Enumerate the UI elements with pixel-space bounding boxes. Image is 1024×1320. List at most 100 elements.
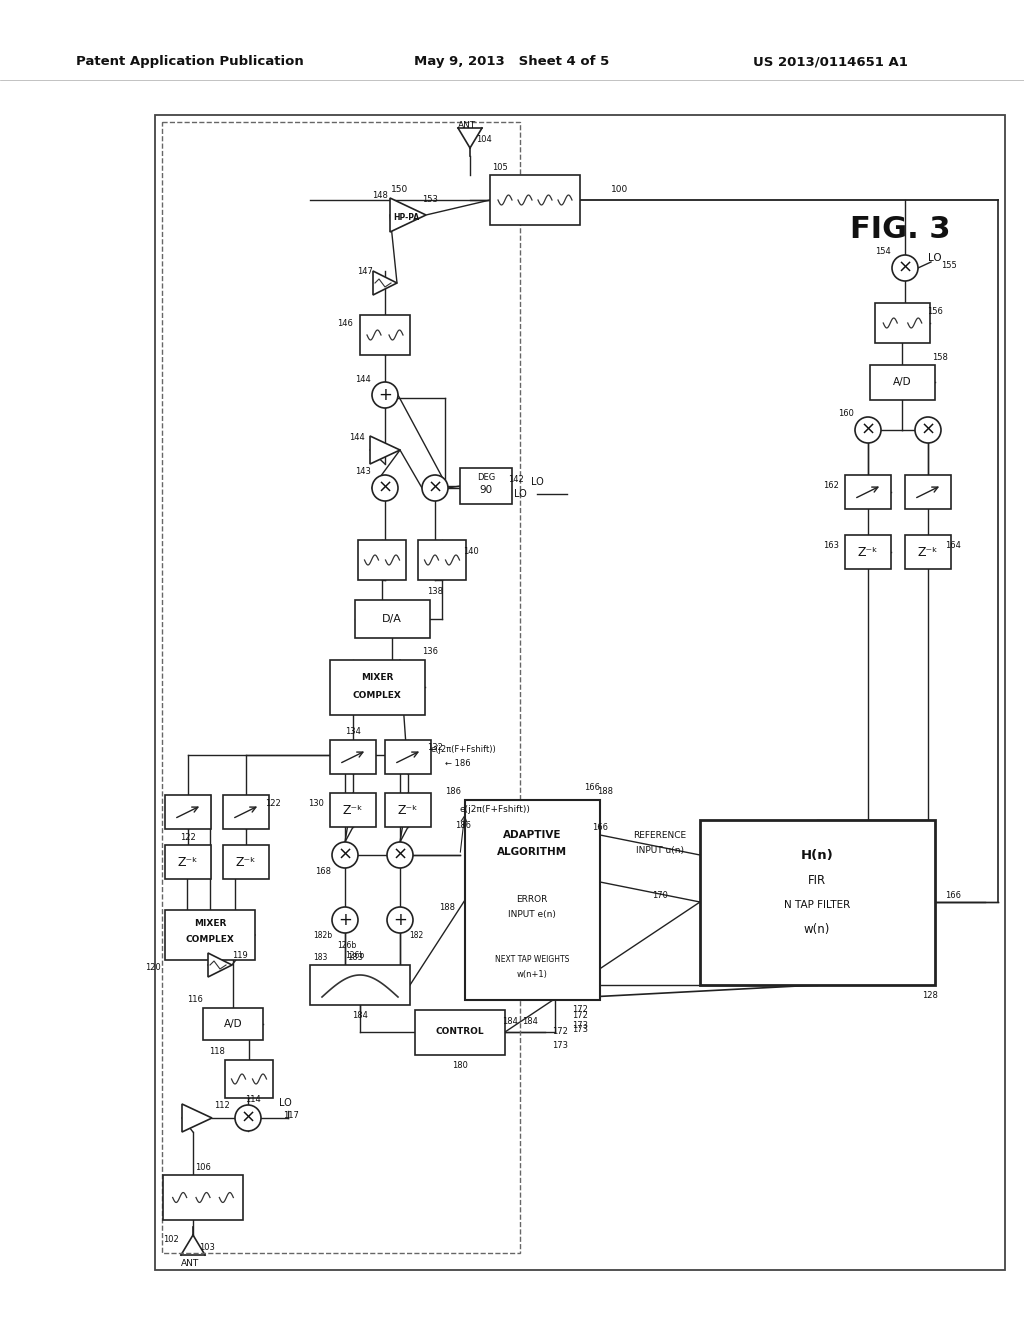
Text: 144: 144 <box>355 375 371 384</box>
Text: A/D: A/D <box>893 378 911 387</box>
Text: ALGORITHM: ALGORITHM <box>497 847 567 857</box>
FancyBboxPatch shape <box>310 965 410 1005</box>
Text: ANT: ANT <box>458 121 476 131</box>
Text: 138: 138 <box>427 587 443 597</box>
Text: 163: 163 <box>823 540 839 549</box>
FancyBboxPatch shape <box>165 909 255 960</box>
Text: H(n): H(n) <box>801 849 834 862</box>
Text: NEXT TAP WEIGHTS: NEXT TAP WEIGHTS <box>495 956 569 965</box>
Text: 126b: 126b <box>337 940 356 949</box>
FancyBboxPatch shape <box>203 1008 263 1040</box>
FancyBboxPatch shape <box>358 540 406 579</box>
Circle shape <box>372 475 398 502</box>
Text: 144: 144 <box>349 433 365 442</box>
Circle shape <box>332 907 358 933</box>
Text: DEG: DEG <box>477 474 496 483</box>
FancyBboxPatch shape <box>330 741 376 774</box>
FancyBboxPatch shape <box>845 535 891 569</box>
Text: 130: 130 <box>308 799 324 808</box>
Text: Z⁻ᵏ: Z⁻ᵏ <box>858 545 879 558</box>
FancyBboxPatch shape <box>385 793 431 828</box>
Text: 186: 186 <box>445 788 461 796</box>
Circle shape <box>372 381 398 408</box>
Polygon shape <box>390 198 426 232</box>
Text: Z⁻ᵏ: Z⁻ᵏ <box>918 545 938 558</box>
Text: 104: 104 <box>476 136 492 144</box>
Text: 132: 132 <box>427 743 443 752</box>
Text: 90: 90 <box>479 484 493 495</box>
Text: 143: 143 <box>355 467 371 477</box>
Text: 180: 180 <box>452 1060 468 1069</box>
Text: 166: 166 <box>592 824 608 833</box>
Circle shape <box>915 417 941 444</box>
Text: D/A: D/A <box>382 614 402 624</box>
Text: 172: 172 <box>572 1006 588 1015</box>
Text: Z⁻ᵏ: Z⁻ᵏ <box>343 804 364 817</box>
FancyBboxPatch shape <box>700 820 935 985</box>
FancyBboxPatch shape <box>415 1010 505 1055</box>
Text: May 9, 2013   Sheet 4 of 5: May 9, 2013 Sheet 4 of 5 <box>415 55 609 69</box>
Text: 172: 172 <box>552 1027 568 1036</box>
Text: FIR: FIR <box>808 874 826 887</box>
Text: 188: 188 <box>597 788 613 796</box>
FancyBboxPatch shape <box>165 795 211 829</box>
Text: US 2013/0114651 A1: US 2013/0114651 A1 <box>753 55 907 69</box>
Text: 166: 166 <box>584 784 600 792</box>
Text: 112: 112 <box>214 1101 229 1110</box>
Text: 183: 183 <box>312 953 328 962</box>
Text: 117: 117 <box>283 1111 299 1121</box>
Text: 182: 182 <box>409 932 423 940</box>
Text: MIXER: MIXER <box>360 673 393 682</box>
Text: 136: 136 <box>422 648 438 656</box>
FancyBboxPatch shape <box>870 366 935 400</box>
Text: +: + <box>393 911 407 929</box>
Text: 140: 140 <box>463 548 479 557</box>
Circle shape <box>234 1105 261 1131</box>
Text: ×: × <box>427 479 442 498</box>
Text: LO: LO <box>514 488 526 499</box>
Text: 184: 184 <box>352 1011 368 1019</box>
FancyBboxPatch shape <box>330 660 425 715</box>
FancyBboxPatch shape <box>845 475 891 510</box>
Text: 166: 166 <box>945 891 961 899</box>
Text: 173: 173 <box>572 1026 588 1035</box>
Text: 150: 150 <box>391 186 409 194</box>
Text: 126b: 126b <box>345 950 365 960</box>
Text: CONTROL: CONTROL <box>435 1027 484 1036</box>
Text: A/D: A/D <box>223 1019 243 1030</box>
Text: 155: 155 <box>941 261 956 271</box>
Text: 160: 160 <box>838 409 854 418</box>
Circle shape <box>422 475 449 502</box>
Text: INPUT e(n): INPUT e(n) <box>508 911 556 920</box>
Text: 100: 100 <box>611 186 629 194</box>
FancyBboxPatch shape <box>225 1060 273 1098</box>
Text: 128: 128 <box>922 990 938 999</box>
Text: 186: 186 <box>455 821 471 829</box>
Text: 102: 102 <box>163 1236 179 1245</box>
Text: 119: 119 <box>232 950 248 960</box>
FancyBboxPatch shape <box>330 793 376 828</box>
Text: 173: 173 <box>572 1020 588 1030</box>
Text: ×: × <box>338 846 352 865</box>
Text: REFERENCE: REFERENCE <box>634 830 686 840</box>
Text: ×: × <box>378 479 392 498</box>
Text: 148: 148 <box>372 190 388 199</box>
Text: FIG. 3: FIG. 3 <box>850 215 950 244</box>
Text: w(n+1): w(n+1) <box>516 970 548 979</box>
Text: 134: 134 <box>345 727 360 737</box>
Text: MIXER: MIXER <box>194 920 226 928</box>
Polygon shape <box>370 436 400 465</box>
FancyBboxPatch shape <box>223 795 269 829</box>
Text: 122: 122 <box>265 799 281 808</box>
Polygon shape <box>373 271 397 294</box>
Text: 118: 118 <box>209 1048 225 1056</box>
Circle shape <box>387 907 413 933</box>
Text: Z⁻ᵏ: Z⁻ᵏ <box>236 855 256 869</box>
Text: Z⁻ᵏ: Z⁻ᵏ <box>178 855 199 869</box>
Text: ×: × <box>897 259 912 277</box>
Text: LO: LO <box>928 253 942 263</box>
Text: +: + <box>338 911 352 929</box>
Text: e(j2π(F+Fshift)): e(j2π(F+Fshift)) <box>430 746 496 755</box>
FancyBboxPatch shape <box>905 475 951 510</box>
FancyBboxPatch shape <box>465 800 600 1001</box>
